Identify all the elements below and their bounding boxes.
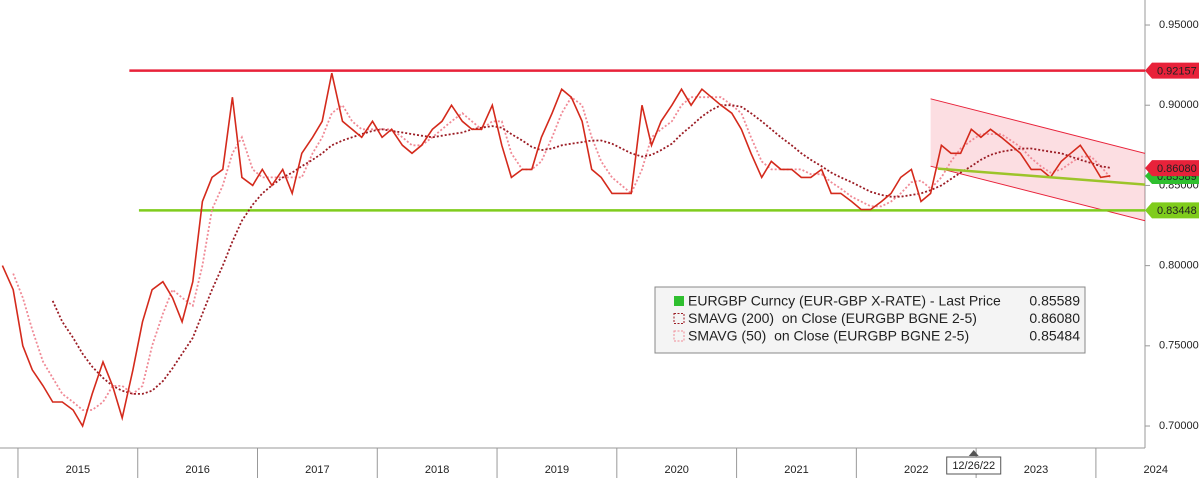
annotation-marker — [968, 450, 979, 456]
x-tick-label: 2024 — [1144, 464, 1168, 476]
y-tick-label: 0.95000 — [1159, 19, 1199, 31]
y-tick-label: 0.90000 — [1159, 99, 1199, 111]
legend-label: SMAVG (200) on Close (EURGBP BGNE 2-5) — [688, 310, 977, 326]
level-tag-label: 0.92157 — [1157, 66, 1197, 78]
legend-value: 0.86080 — [1029, 310, 1080, 326]
legend: EURGBP Curncy (EUR-GBP X-RATE) - Last Pr… — [654, 286, 1086, 354]
x-tick-label: 2019 — [545, 464, 569, 476]
x-tick-label: 2023 — [1024, 464, 1048, 476]
y-tick-label: 0.70000 — [1159, 420, 1199, 432]
annotation-box — [946, 456, 1002, 475]
legend-swatch — [674, 296, 684, 306]
legend-box — [654, 286, 1086, 354]
legend-label: SMAVG (50) on Close (EURGBP BGNE 2-5) — [688, 328, 969, 344]
annotation-label: 12/26/22 — [952, 460, 995, 472]
legend-label: EURGBP Curncy (EUR-GBP X-RATE) - Last Pr… — [688, 293, 1001, 309]
x-tick-label: 2015 — [66, 464, 90, 476]
y-tick-label: 0.75000 — [1159, 340, 1199, 352]
level-tag — [1145, 62, 1199, 79]
x-tick-label: 2022 — [904, 464, 928, 476]
x-tick-label: 2016 — [185, 464, 209, 476]
level-tag-label: 0.83448 — [1157, 205, 1197, 217]
legend-value: 0.85484 — [1029, 328, 1080, 344]
x-tick-label: 2021 — [784, 464, 808, 476]
x-tick-label: 2020 — [664, 464, 688, 476]
y-tick-label: 0.80000 — [1159, 260, 1199, 272]
channel-area — [930, 98, 1145, 221]
x-tick-label: 2017 — [305, 464, 329, 476]
channel-upper — [930, 98, 1146, 154]
legend-swatch — [673, 330, 685, 342]
trendline — [937, 167, 1146, 186]
legend-swatch — [673, 313, 685, 324]
series-tag — [1145, 160, 1199, 177]
price-line — [1, 72, 1111, 428]
series-tag-label: 0.86080 — [1157, 163, 1197, 175]
legend-value: 0.85589 — [1029, 293, 1080, 309]
moving-average — [51, 104, 1111, 395]
level-tag — [1145, 202, 1199, 219]
channel-lower — [930, 165, 1146, 222]
x-tick-label: 2018 — [425, 464, 449, 476]
